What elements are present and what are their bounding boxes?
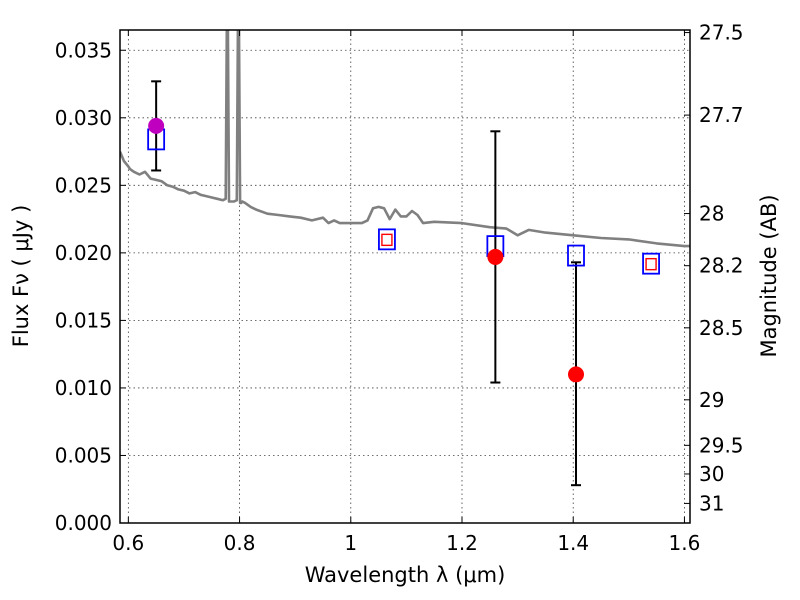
model-band-inner-marker bbox=[381, 233, 393, 247]
axes-frame bbox=[119, 29, 691, 524]
y-tick-label: 0.005 bbox=[55, 443, 112, 467]
observed-point bbox=[487, 248, 504, 265]
x-tick-label: 1 bbox=[344, 531, 357, 555]
y-axis-label: Flux Fν ( μJy ) bbox=[9, 205, 33, 348]
mag-tick-label: 29 bbox=[699, 388, 724, 412]
observed-point bbox=[568, 366, 584, 383]
observed-point bbox=[148, 117, 165, 134]
y-tick-label: 0.015 bbox=[55, 308, 112, 332]
plot-area bbox=[120, 30, 690, 487]
x-tick-label: 0.6 bbox=[112, 531, 144, 555]
axis-ticks: 0.6 0.8 1 1.2 1.4 1.6 0.000 0.005 0.010 0.015 0.02… bbox=[55, 21, 744, 555]
mag-tick-label: 27.5 bbox=[699, 21, 744, 45]
x-tick-label: 1.2 bbox=[446, 531, 478, 555]
right-axis-label: Magnitude (AB) bbox=[757, 194, 781, 357]
y-tick-label: 0.025 bbox=[55, 173, 112, 197]
y-tick-label: 0.000 bbox=[55, 511, 112, 535]
mag-tick-label: 28.5 bbox=[699, 316, 744, 340]
grid bbox=[120, 30, 690, 524]
y-tick-label: 0.010 bbox=[55, 376, 112, 400]
model-band-inner-marker bbox=[645, 257, 657, 271]
x-tick-label: 1.6 bbox=[669, 531, 701, 555]
mag-tick-label: 31 bbox=[699, 491, 724, 515]
mag-tick-label: 27.7 bbox=[699, 103, 744, 127]
mag-tick-label: 30 bbox=[699, 462, 724, 486]
mag-tick-label: 29.5 bbox=[699, 433, 744, 457]
model-band-marker bbox=[642, 252, 660, 275]
y-tick-label: 0.035 bbox=[55, 38, 112, 62]
mag-tick-label: 28 bbox=[699, 202, 724, 226]
model-spectrum-line bbox=[120, 30, 690, 248]
model-band-marker bbox=[567, 244, 585, 267]
x-tick-label: 0.8 bbox=[224, 531, 256, 555]
y-tick-label: 0.030 bbox=[55, 106, 112, 130]
x-tick-label: 1.4 bbox=[557, 531, 589, 555]
model-band-marker bbox=[378, 228, 396, 251]
x-axis-label: Wavelength λ (μm) bbox=[305, 563, 506, 587]
mag-tick-label: 28.2 bbox=[699, 254, 744, 278]
y-tick-label: 0.020 bbox=[55, 241, 112, 265]
